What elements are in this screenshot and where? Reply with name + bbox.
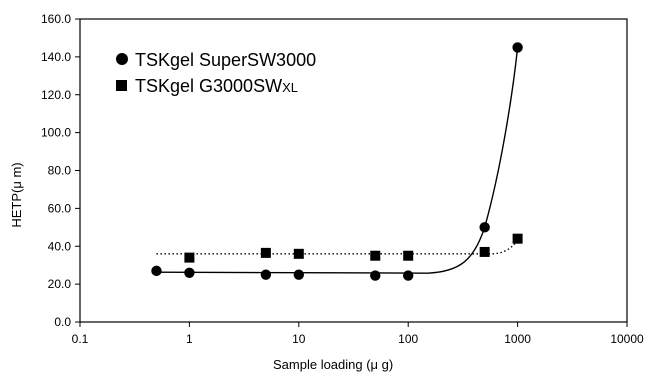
point-square	[479, 246, 490, 257]
point-square	[260, 247, 271, 258]
legend-label-supersw3000: TSKgel SuperSW3000	[135, 50, 316, 70]
x-tick-label: 1	[186, 332, 193, 346]
y-tick-label: 0.0	[54, 315, 71, 329]
point-circle	[184, 267, 195, 278]
legend-marker-square	[116, 80, 127, 91]
x-tick-label: 1000	[504, 332, 531, 346]
x-tick-label: 100	[398, 332, 418, 346]
legend-marker-circle	[116, 53, 128, 65]
legend: TSKgel SuperSW3000 TSKgel G3000SWXL	[116, 50, 316, 96]
point-square	[512, 233, 523, 244]
point-square	[370, 250, 381, 261]
x-tick-label: 10	[292, 332, 306, 346]
legend-label-g3000sw-text: TSKgel G3000SW	[135, 76, 282, 96]
fit-curves	[156, 47, 519, 274]
y-tick-label: 160.0	[41, 12, 71, 26]
fit-curve-g3000swxl	[156, 240, 519, 255]
y-tick-label: 40.0	[48, 239, 72, 253]
point-square	[184, 252, 195, 263]
legend-label-g3000swxl: TSKgel G3000SWXL	[135, 76, 298, 96]
y-axis-title: HETP(μ m)	[9, 162, 24, 227]
x-axis: 0.1 1 10 100 1000 10000	[72, 322, 644, 346]
y-axis: 0.0 20.0 40.0 60.0 80.0 100.0 120.0 140.0 160.0	[41, 12, 80, 329]
point-circle	[479, 222, 490, 233]
point-circle	[403, 270, 414, 281]
x-axis-title: Sample loading (μ g)	[273, 357, 393, 372]
x-tick-label: 0.1	[72, 332, 89, 346]
y-tick-label: 80.0	[48, 164, 72, 178]
y-tick-label: 120.0	[41, 88, 71, 102]
point-circle	[370, 270, 381, 281]
point-square	[293, 248, 304, 259]
fit-curve-supersw3000	[156, 47, 519, 274]
x-tick-label: 10000	[610, 332, 644, 346]
point-circle	[293, 269, 304, 280]
y-tick-label: 140.0	[41, 50, 71, 64]
point-square	[403, 250, 414, 261]
point-circle	[151, 265, 162, 277]
point-circle	[260, 269, 272, 280]
y-tick-label: 100.0	[41, 126, 71, 140]
legend-label-subscript: XL	[282, 80, 298, 95]
y-tick-label: 60.0	[48, 201, 72, 215]
y-tick-label: 20.0	[48, 277, 72, 291]
point-circle	[512, 42, 523, 53]
data-markers	[151, 42, 523, 281]
